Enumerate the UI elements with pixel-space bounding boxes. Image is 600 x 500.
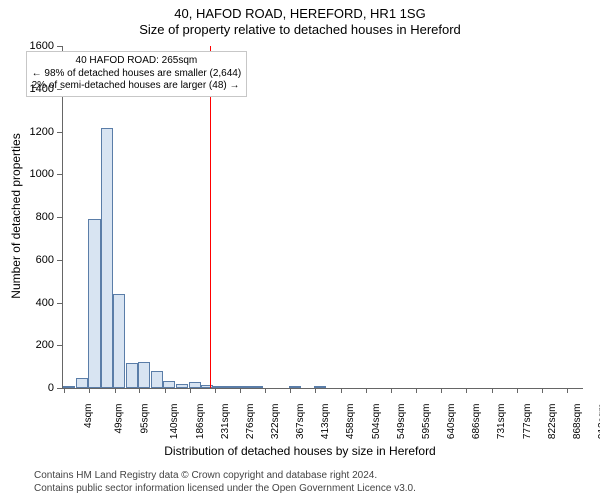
histogram-bar: [151, 371, 163, 388]
x-tick: [517, 388, 518, 393]
x-tick-label: 322sqm: [270, 404, 281, 440]
histogram-bar: [101, 128, 113, 388]
x-tick-label: 458sqm: [345, 404, 356, 440]
histogram-bar: [126, 363, 138, 388]
y-tick-label: 400: [0, 297, 54, 309]
y-tick: [57, 174, 62, 175]
y-tick: [57, 46, 62, 47]
x-tick: [441, 388, 442, 393]
x-tick: [466, 388, 467, 393]
histogram-bar: [88, 219, 100, 388]
x-tick: [215, 388, 216, 393]
footer-line2: Contains public sector information licen…: [34, 483, 416, 494]
histogram-bar: [251, 386, 263, 388]
y-tick-label: 800: [0, 211, 54, 223]
page-title-line1: 40, HAFOD ROAD, HEREFORD, HR1 1SG: [0, 6, 600, 21]
x-tick-label: 140sqm: [170, 404, 181, 440]
annotation-line: ← 98% of detached houses are smaller (2,…: [32, 68, 242, 81]
x-tick: [391, 388, 392, 393]
y-tick: [57, 388, 62, 389]
x-tick: [290, 388, 291, 393]
x-tick-label: 413sqm: [321, 404, 332, 440]
x-tick-label: 822sqm: [547, 404, 558, 440]
histogram-bar: [138, 362, 150, 388]
histogram-bar: [163, 381, 175, 388]
x-tick-label: 595sqm: [421, 404, 432, 440]
reference-line: [210, 46, 211, 388]
y-tick-label: 0: [0, 382, 54, 394]
x-tick-label: 686sqm: [472, 404, 483, 440]
x-tick-label: 731sqm: [496, 404, 507, 440]
x-tick: [190, 388, 191, 393]
x-tick: [265, 388, 266, 393]
y-tick: [57, 132, 62, 133]
annotation-line: 40 HAFOD ROAD: 265sqm: [32, 55, 242, 68]
chart-plot-area: 40 HAFOD ROAD: 265sqm← 98% of detached h…: [62, 46, 583, 389]
x-tick-label: 49sqm: [114, 404, 125, 434]
y-tick: [57, 217, 62, 218]
y-tick-label: 600: [0, 254, 54, 266]
histogram-bar: [201, 385, 213, 388]
annotation-line: 2% of semi-detached houses are larger (4…: [32, 80, 242, 93]
histogram-bar: [113, 294, 125, 388]
y-tick: [57, 89, 62, 90]
x-tick: [240, 388, 241, 393]
x-tick-label: 186sqm: [195, 404, 206, 440]
x-tick-label: 367sqm: [295, 404, 306, 440]
x-tick: [315, 388, 316, 393]
x-tick: [341, 388, 342, 393]
y-tick-label: 1400: [0, 83, 54, 95]
x-tick-label: 95sqm: [139, 404, 150, 434]
x-tick: [89, 388, 90, 393]
x-tick-label: 777sqm: [522, 404, 533, 440]
histogram-bar: [76, 378, 88, 388]
x-tick-label: 231sqm: [220, 404, 231, 440]
x-axis-label: Distribution of detached houses by size …: [0, 444, 600, 458]
x-tick-label: 868sqm: [572, 404, 583, 440]
y-tick-label: 1000: [0, 168, 54, 180]
x-tick: [165, 388, 166, 393]
x-tick-label: 504sqm: [371, 404, 382, 440]
histogram-bar: [176, 384, 188, 388]
y-tick: [57, 345, 62, 346]
x-tick: [115, 388, 116, 393]
x-tick: [567, 388, 568, 393]
x-tick: [416, 388, 417, 393]
x-tick: [64, 388, 65, 393]
x-tick-label: 640sqm: [446, 404, 457, 440]
x-tick: [492, 388, 493, 393]
x-tick: [542, 388, 543, 393]
y-tick: [57, 303, 62, 304]
x-tick-label: 549sqm: [396, 404, 407, 440]
x-tick: [139, 388, 140, 393]
y-tick-label: 1600: [0, 40, 54, 52]
x-tick-label: 276sqm: [245, 404, 256, 440]
y-tick: [57, 260, 62, 261]
footer-line1: Contains HM Land Registry data © Crown c…: [34, 470, 377, 481]
x-tick: [366, 388, 367, 393]
x-tick-label: 4sqm: [83, 404, 94, 428]
y-tick-label: 200: [0, 339, 54, 351]
page-title-line2: Size of property relative to detached ho…: [0, 22, 600, 37]
y-tick-label: 1200: [0, 126, 54, 138]
histogram-bar: [226, 386, 238, 388]
